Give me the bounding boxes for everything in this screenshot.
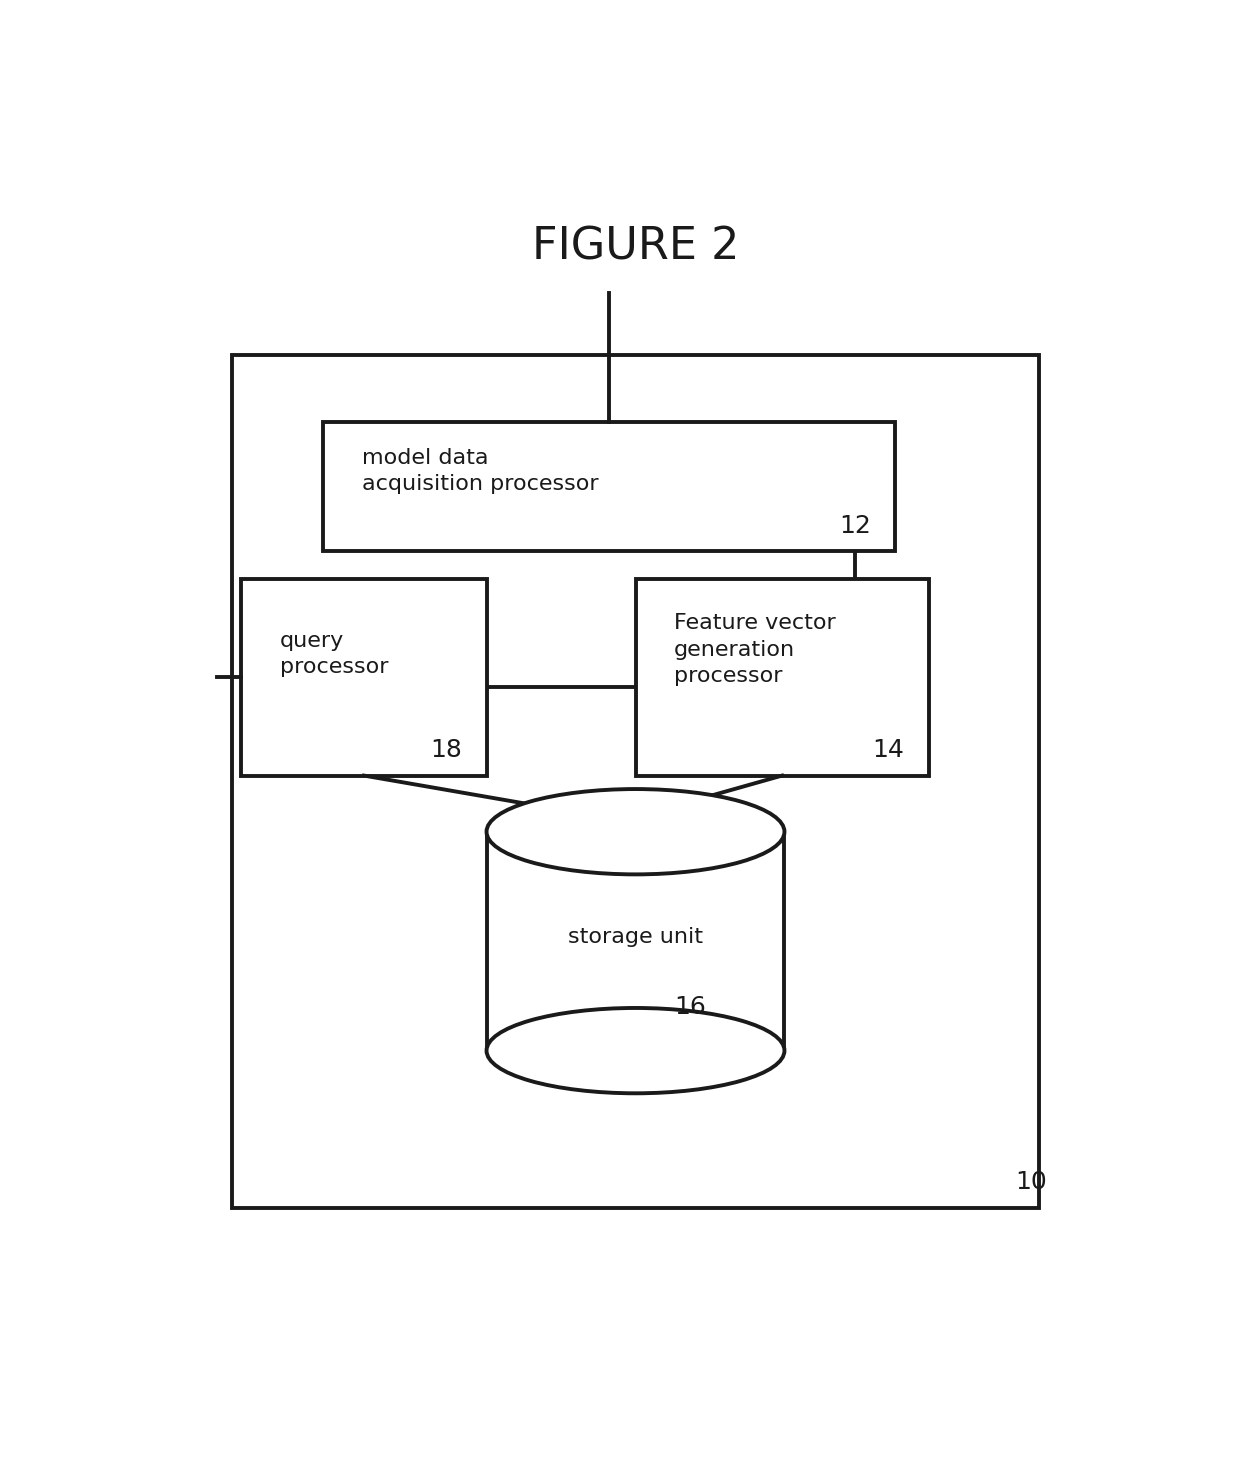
Bar [486, 831, 785, 1051]
Text: storage unit: storage unit [568, 927, 703, 946]
Text: query
processor: query processor [280, 630, 388, 677]
Bar [324, 421, 895, 551]
Text: 16: 16 [675, 994, 706, 1019]
Bar [635, 579, 929, 776]
Text: 10: 10 [1016, 1171, 1047, 1194]
Text: Feature vector
generation
processor: Feature vector generation processor [675, 614, 836, 687]
Text: 12: 12 [839, 513, 870, 538]
Text: 14: 14 [873, 738, 904, 763]
Ellipse shape [486, 789, 785, 875]
Bar [232, 354, 1039, 1207]
Text: 18: 18 [430, 738, 463, 763]
Text: FIGURE 2: FIGURE 2 [532, 226, 739, 268]
Ellipse shape [486, 1007, 785, 1094]
Text: model data
acquisition processor: model data acquisition processor [362, 448, 598, 494]
Bar [242, 579, 486, 776]
